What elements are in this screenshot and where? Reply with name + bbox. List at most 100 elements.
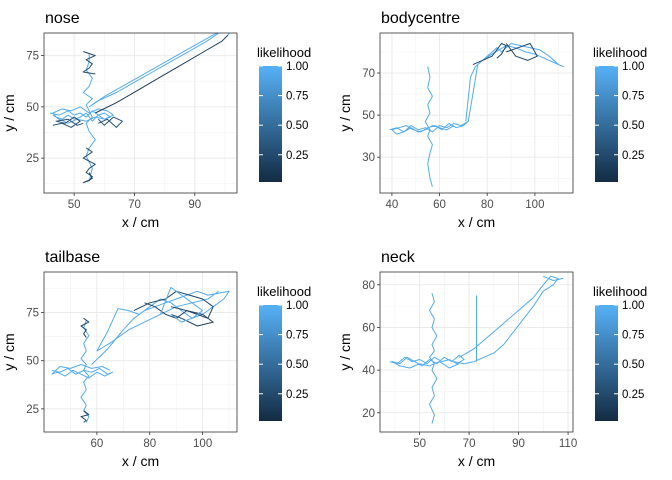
legend-tick-label: 1.00: [622, 61, 644, 73]
data-layer: [51, 286, 230, 423]
legend: likelihood 0.25 0.50 0.75 1.00: [257, 45, 311, 182]
legend-colorbar: [595, 66, 618, 182]
y-tick-label: 50: [362, 110, 375, 122]
legend-tick-label: 1.00: [286, 300, 308, 312]
x-tick-label: 100: [193, 438, 212, 450]
trajectory-line: [82, 53, 96, 181]
legend-tick-label: 0.75: [286, 330, 308, 342]
trajectory-line: [82, 51, 96, 75]
data-layer: [49, 33, 234, 184]
x-axis-label: x / cm: [458, 453, 495, 469]
panel-2: 60 80 100 25 50 75 tailbase x / cm y / cm likelih…: [1, 249, 311, 469]
y-axis-label: y / cm: [1, 333, 17, 370]
legend-title: likelihood: [257, 45, 311, 60]
y-tick-label: 30: [362, 152, 375, 164]
plot-border: [379, 32, 574, 194]
x-tick-label: 50: [413, 438, 426, 450]
panel-0: 50 70 90 25 50 75 nose x / cm y / cm likelihood 0.…: [1, 10, 311, 230]
legend-tick-label: 0.25: [286, 389, 308, 401]
trajectory-line: [424, 66, 433, 187]
y-axis-label: y / cm: [337, 333, 353, 370]
plot-border: [379, 271, 574, 433]
trajectory-line: [51, 364, 114, 379]
legend-colorbar: [259, 305, 282, 421]
legend-title: likelihood: [257, 284, 311, 299]
x-tick-label: 70: [128, 199, 141, 211]
legend-colorbar: [259, 66, 282, 182]
y-tick-label: 50: [26, 102, 39, 114]
legend-tick-label: 1.00: [286, 61, 308, 73]
trajectory-line: [91, 290, 230, 365]
trajectory-line: [52, 116, 84, 128]
trajectory-line: [88, 33, 219, 108]
plot-border: [43, 32, 238, 194]
panel-3: 50 70 90 110 20 40 60 80 neck x / cm y / cm likelih…: [337, 249, 647, 469]
legend-tick-label: 0.50: [286, 120, 308, 132]
legend-tick-label: 0.25: [286, 150, 308, 162]
legend-tick-label: 0.25: [622, 150, 644, 162]
plot-background: [44, 33, 237, 193]
trajectory-line: [95, 34, 229, 114]
data-layer: [389, 43, 564, 187]
data-layer: [389, 275, 564, 424]
plot-border: [43, 271, 238, 433]
trajectory-line: [82, 147, 96, 184]
x-axis-label: x / cm: [458, 214, 495, 230]
x-tick-label: 90: [512, 438, 525, 450]
x-tick-label: 50: [68, 199, 81, 211]
y-axis-label: y / cm: [337, 94, 353, 131]
plot-background: [44, 272, 237, 432]
trajectory-line: [97, 116, 123, 128]
y-tick-label: 75: [26, 307, 39, 319]
trajectory-line: [429, 293, 438, 424]
panel-title: nose: [45, 10, 80, 27]
panel-title: neck: [381, 249, 416, 266]
x-tick-label: 40: [386, 199, 399, 211]
legend-tick-label: 1.00: [622, 300, 644, 312]
x-axis-label: x / cm: [122, 453, 159, 469]
y-tick-label: 25: [26, 404, 39, 416]
panel-title: bodycentre: [381, 10, 460, 27]
x-tick-label: 110: [559, 438, 577, 450]
x-tick-label: 90: [188, 199, 201, 211]
trajectory-line: [170, 306, 214, 327]
trajectory-line: [159, 286, 204, 323]
y-tick-label: 40: [362, 365, 375, 377]
trajectory-line: [454, 275, 559, 365]
x-tick-label: 60: [90, 438, 103, 450]
trajectory-line: [389, 354, 465, 369]
x-tick-label: 80: [481, 199, 494, 211]
y-tick-label: 60: [362, 322, 375, 334]
trajectory-line: [389, 120, 469, 135]
trajectory-line: [465, 43, 564, 122]
legend-tick-label: 0.50: [622, 120, 644, 132]
x-tick-label: 100: [525, 199, 544, 211]
y-tick-label: 50: [26, 356, 39, 368]
legend-tick-label: 0.75: [622, 91, 644, 103]
plot-background: [380, 33, 573, 193]
x-tick-label: 70: [463, 438, 476, 450]
trajectory-line: [227, 33, 234, 36]
trajectory-line: [472, 43, 507, 66]
panel-1: 40 60 80 100 30 50 70 bodycentre x / cm y / cm lik…: [337, 10, 647, 230]
x-tick-label: 60: [433, 199, 446, 211]
y-tick-label: 70: [362, 68, 375, 80]
y-tick-label: 20: [362, 408, 375, 420]
legend: likelihood 0.25 0.50 0.75 1.00: [593, 284, 647, 421]
legend-colorbar: [595, 305, 618, 421]
legend-tick-label: 0.75: [286, 91, 308, 103]
trajectory-line: [80, 410, 90, 423]
x-axis-label: x / cm: [122, 214, 159, 230]
trajectory-line: [49, 106, 114, 124]
legend-title: likelihood: [593, 45, 647, 60]
legend-title: likelihood: [593, 284, 647, 299]
trajectory-line: [80, 320, 90, 423]
y-tick-label: 75: [26, 51, 39, 63]
panel-title: tailbase: [45, 249, 100, 266]
y-tick-label: 80: [362, 280, 375, 292]
trajectory-line: [92, 33, 220, 106]
x-tick-label: 80: [143, 438, 156, 450]
trajectory-line: [80, 317, 90, 338]
legend: likelihood 0.25 0.50 0.75 1.00: [257, 284, 311, 421]
